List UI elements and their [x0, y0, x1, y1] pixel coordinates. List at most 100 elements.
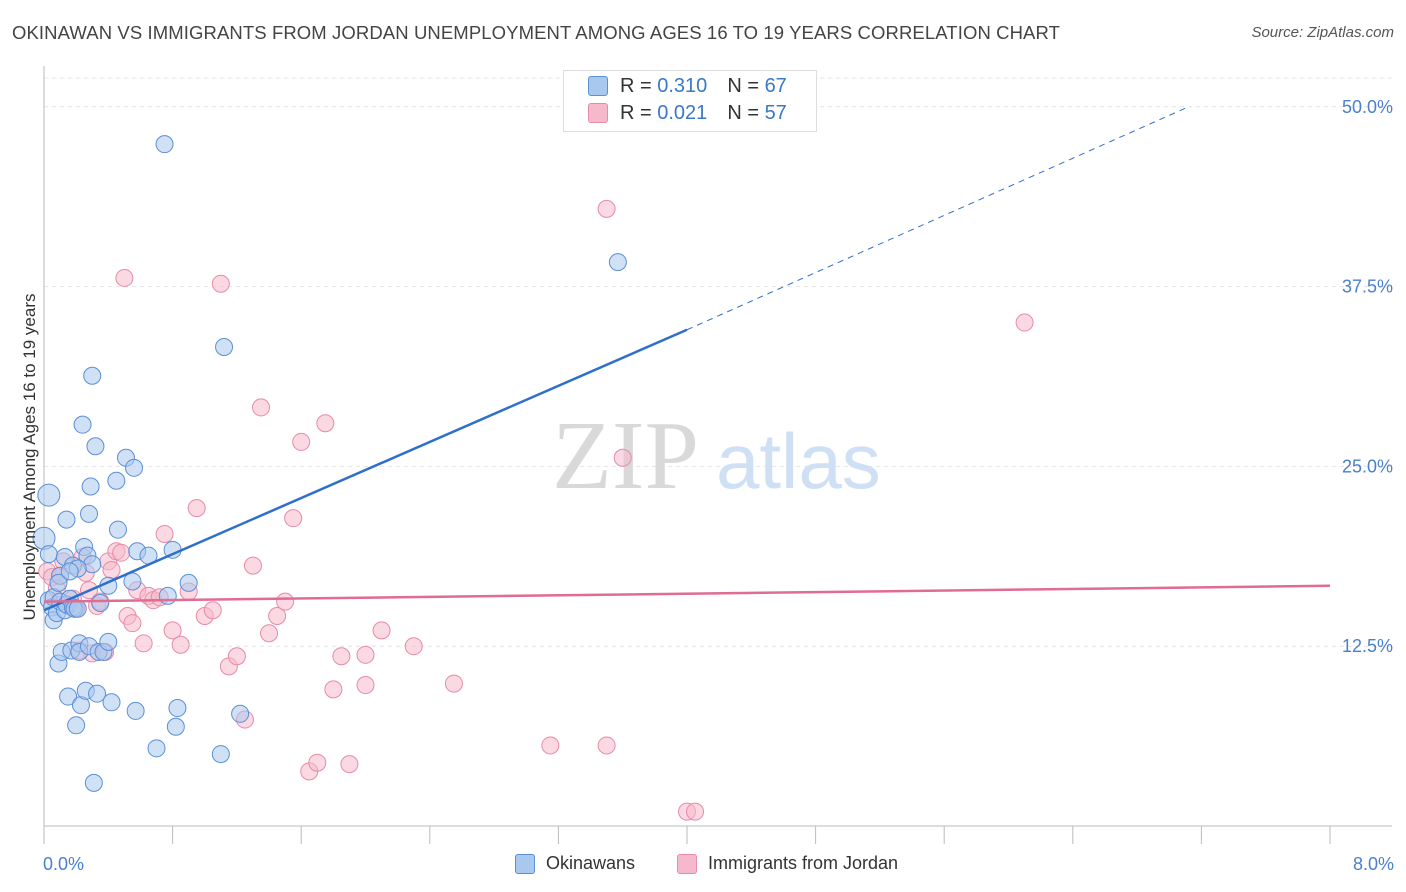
okinawan-point	[83, 366, 102, 385]
watermark-atlas: atlas	[716, 417, 881, 505]
jordan-point	[332, 647, 351, 666]
jordan-point	[324, 680, 343, 699]
jordan-point	[613, 448, 632, 467]
jordan-point	[211, 274, 230, 293]
okinawan-point	[67, 716, 86, 735]
jordan-point	[444, 674, 463, 693]
okinawan-point	[37, 483, 61, 507]
jordan-point	[356, 676, 375, 695]
okinawan-trend-line	[43, 328, 688, 612]
jordan-point	[541, 736, 560, 755]
jordan-point	[340, 755, 359, 774]
okinawan-point	[88, 684, 107, 703]
jordan-point	[123, 614, 142, 633]
jordan-point	[227, 647, 246, 666]
jordan-point	[203, 601, 222, 620]
okinawan-point	[68, 599, 87, 618]
tick-labels: 12.5% 25.0% 37.5% 50.0% 0.0% 8.0%	[43, 97, 1394, 874]
okinawan-point	[81, 477, 100, 496]
n-label: N =	[727, 102, 765, 124]
source-label: Source: ZipAtlas.com	[1251, 24, 1394, 41]
okinawan-point	[59, 687, 78, 706]
jordan-point	[112, 543, 131, 562]
okinawan-point	[49, 573, 68, 592]
okinawans-swatch	[588, 76, 608, 96]
y-tick-label: 25.0%	[1342, 456, 1393, 476]
jordan-point	[308, 753, 327, 772]
n-value: 57	[764, 102, 787, 124]
y-tick-label: 50.0%	[1342, 97, 1393, 117]
axes	[43, 66, 1392, 844]
jordan-point	[356, 645, 375, 664]
correlation-legend: R = 0.310 N = 67 R = 0.021 N = 57	[563, 70, 817, 132]
okinawan-point	[84, 773, 103, 792]
okinawan-point	[86, 437, 105, 456]
jordan-point	[597, 199, 616, 218]
n-label: N =	[727, 75, 765, 97]
n-value: 67	[764, 75, 787, 97]
jordan-point	[187, 499, 206, 518]
jordan-point	[292, 432, 311, 451]
jordan-point	[243, 556, 262, 575]
okinawan-trend-extension	[686, 107, 1186, 331]
r-label: R =	[620, 102, 658, 124]
okinawan-point	[80, 504, 99, 523]
legend-label: Okinawans	[546, 853, 636, 873]
y-tick-label: 37.5%	[1342, 277, 1393, 297]
okinawan-point	[608, 253, 627, 272]
okinawan-point	[60, 562, 79, 581]
okinawan-point	[99, 632, 118, 651]
okinawan-point	[73, 415, 92, 434]
jordan-point	[1015, 313, 1034, 332]
r-value: 0.310	[657, 75, 708, 97]
okinawan-point	[126, 701, 145, 720]
jordan-point	[171, 635, 190, 654]
okinawan-point	[168, 699, 187, 718]
jordan-point	[316, 414, 335, 433]
jordan-point	[163, 621, 182, 640]
okinawan-point	[155, 135, 174, 154]
okinawan-point	[215, 337, 234, 356]
okinawan-point	[125, 458, 144, 477]
okinawan-point	[211, 745, 230, 764]
jordan-point	[102, 560, 121, 579]
x-tick-label: 0.0%	[43, 854, 84, 874]
r-label: R =	[620, 75, 658, 97]
jordan-swatch	[677, 854, 697, 874]
okinawan-point	[108, 520, 127, 539]
okinawans-swatch	[515, 854, 535, 874]
jordan-swatch	[588, 103, 608, 123]
jordan-point	[260, 624, 279, 643]
legend-label: Immigrants from Jordan	[708, 853, 899, 873]
okinawan-point	[39, 545, 58, 564]
okinawan-point	[231, 704, 250, 723]
jordan-point	[268, 606, 287, 625]
r-value: 0.021	[657, 102, 708, 124]
okinawan-point	[91, 594, 110, 613]
jordan-point	[134, 634, 153, 653]
okinawan-point	[57, 510, 76, 529]
watermark: ZIP atlas	[552, 402, 881, 510]
legend-row-text: R = 0.310 N = 67	[620, 75, 787, 98]
series-legend: Okinawans Immigrants from Jordan	[0, 851, 1406, 879]
trend-lines	[43, 107, 1331, 612]
okinawan-point	[158, 586, 177, 605]
y-axis-label: Unemployment Among Ages 16 to 19 years	[20, 294, 39, 621]
okinawan-point	[166, 717, 185, 736]
jordan-point	[155, 524, 174, 543]
jordan-points	[38, 199, 1034, 821]
jordan-point	[597, 736, 616, 755]
jordan-trend-line	[43, 584, 1331, 603]
okinawan-point	[107, 471, 126, 490]
jordan-point	[276, 592, 295, 611]
chart-title: OKINAWAN VS IMMIGRANTS FROM JORDAN UNEMP…	[12, 22, 1061, 43]
y-tick-label: 12.5%	[1342, 636, 1393, 656]
jordan-point	[372, 621, 391, 640]
okinawan-point	[102, 693, 121, 712]
okinawan-point	[179, 573, 198, 592]
jordan-point	[686, 802, 705, 821]
jordan-point	[115, 268, 134, 287]
jordan-point	[284, 509, 303, 528]
x-tick-label: 8.0%	[1353, 854, 1394, 874]
